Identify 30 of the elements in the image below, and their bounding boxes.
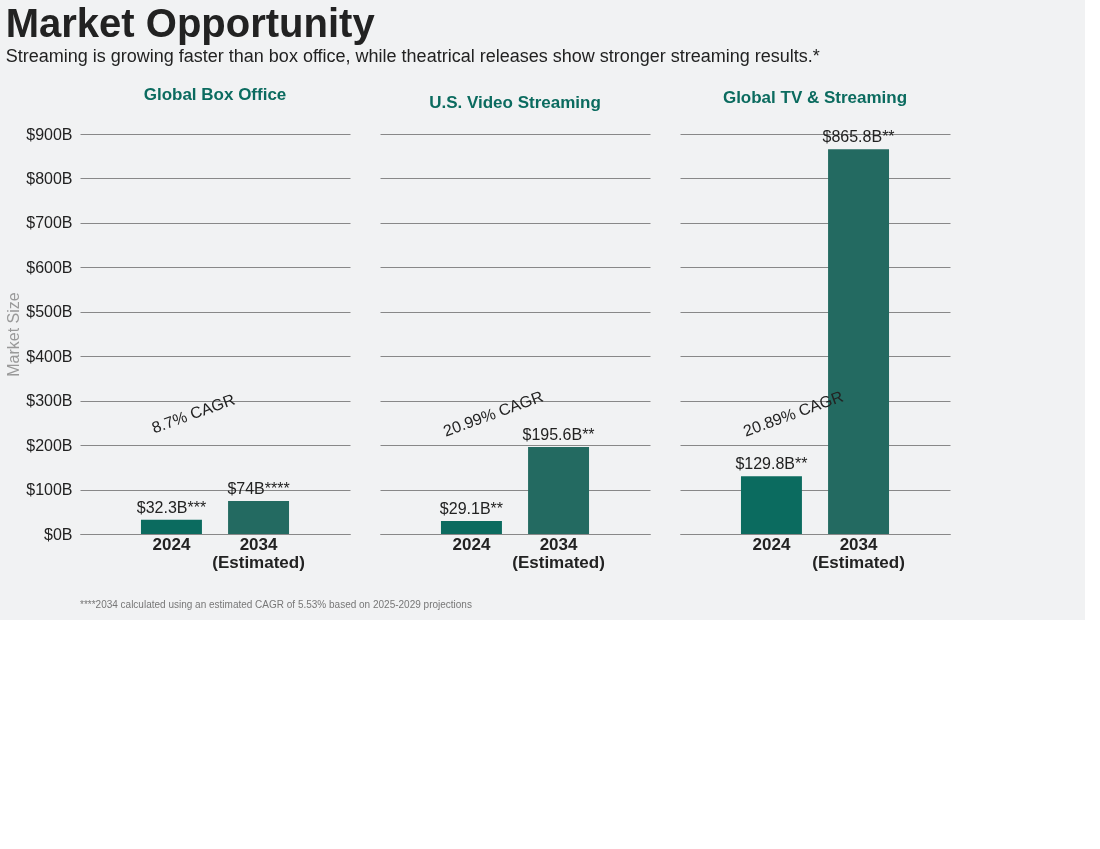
text: Streaming is growing faster than box office, while theatrical releases show stronger streaming results.* [5,46,820,66]
y-tick-label: $900B [26,125,73,143]
x-tick-label: 2034 (Estimated) [512,534,605,572]
y-tick-label: $100B [26,481,73,499]
x-tick-label: 2024 [152,534,191,554]
chart-title: U.S. Video Streaming [429,93,601,112]
annotation: 8.7% CAGR [149,390,238,437]
data-label: $29.1B** [439,500,504,518]
data-label: $129.8B** [735,455,808,473]
y-tick-label: $400B [26,347,73,365]
text: Market Opportunity [5,1,376,45]
y-tick-label: $0B [44,525,73,543]
data-label: $74B**** [227,480,290,498]
data-label: $195.6B** [522,426,595,444]
y-axis-title: Market Size [5,292,23,377]
x-tick-label: 2024 [452,534,491,554]
y-tick-label: $600B [26,258,73,276]
data-label: $32.3B*** [136,498,207,516]
chart-title: Global TV & Streaming [722,88,908,108]
chart-title: Global Box Office [143,85,287,104]
y-tick-label: $200B [26,436,73,454]
y-tick-label: $800B [26,169,73,187]
y-tick-label: $700B [26,214,73,232]
data-label: $865.8B** [822,128,895,146]
x-tick-label: 2034 (Estimated) [812,534,905,572]
text: ****2034 calculated using an estimated CAGR of 5.53% based on 2025-2029 projections [80,599,472,610]
x-tick-label: 2024 [752,534,791,554]
y-tick-label: $300B [26,392,73,410]
y-tick-label: $500B [26,303,73,321]
x-tick-label: 2034 (Estimated) [212,534,305,572]
